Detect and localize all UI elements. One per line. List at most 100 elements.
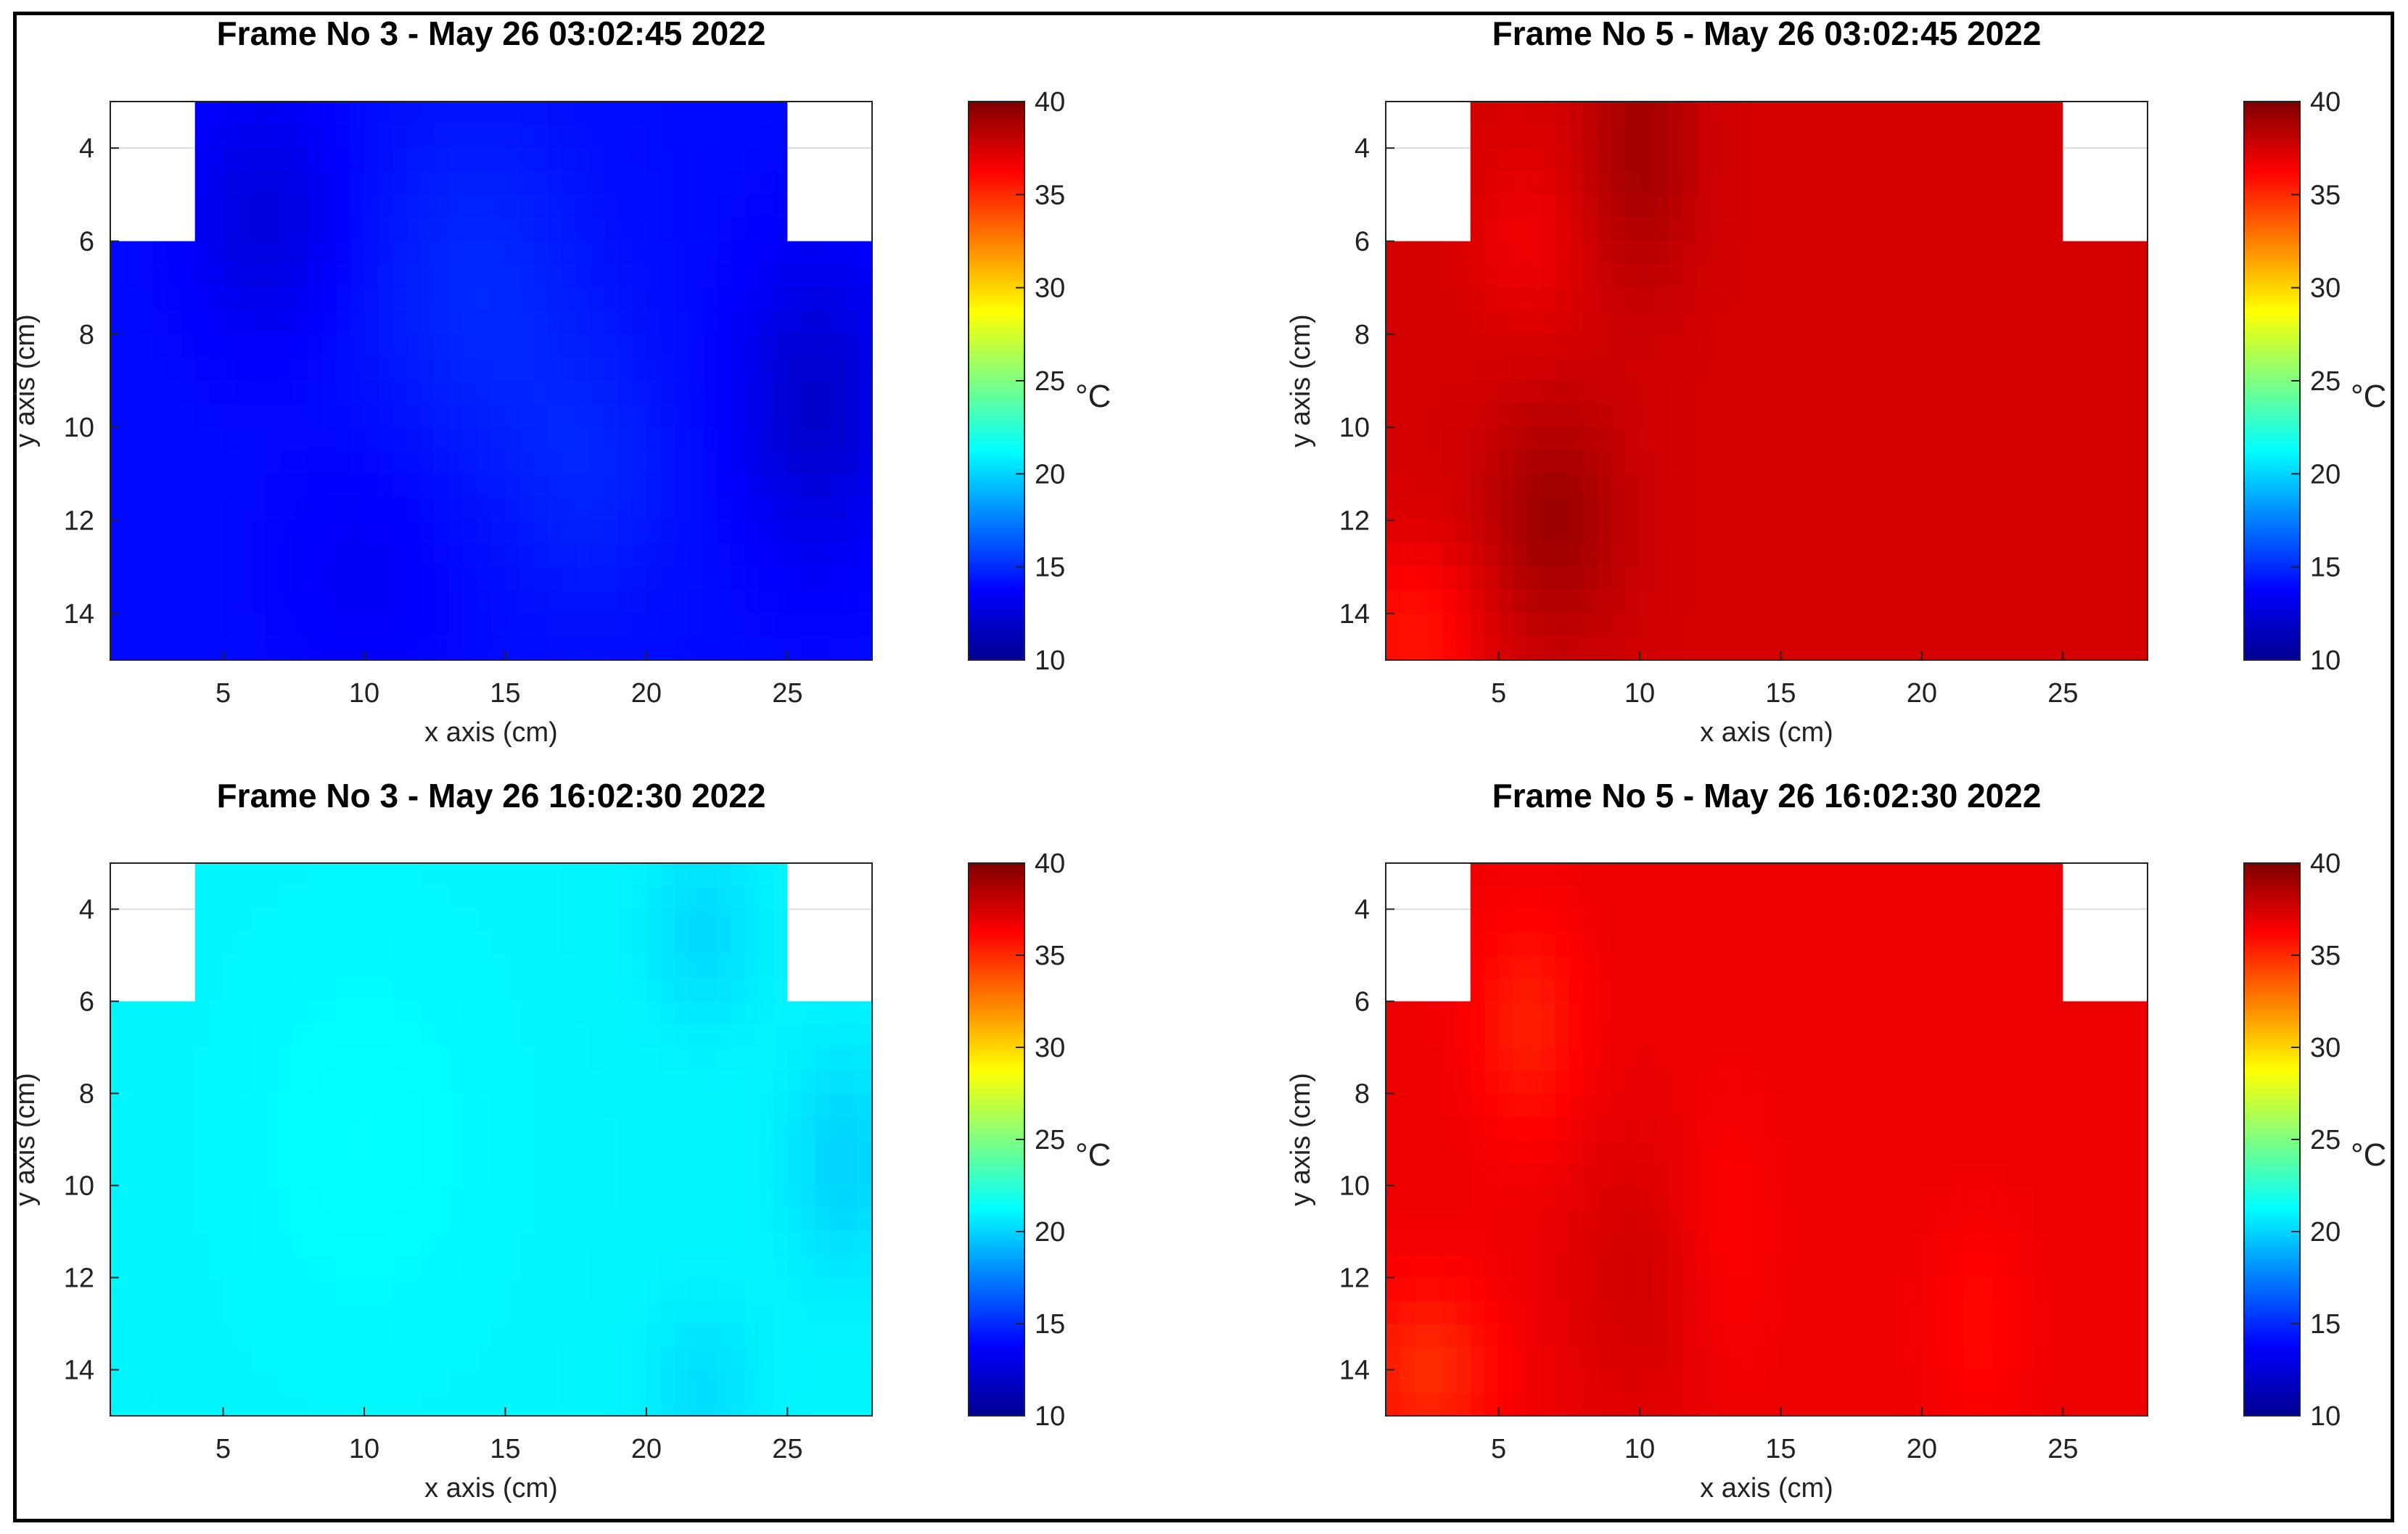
heatmap-cell [562,863,577,887]
heatmap-cell [265,1346,281,1371]
heatmap-cell [519,863,535,887]
heatmap-cell [2034,404,2050,428]
heatmap-cell [674,148,690,173]
heatmap-cell [815,1185,831,1210]
heatmap-cell [448,1047,464,1071]
heatmap-cell [1921,1162,1937,1187]
heatmap-cell [1894,357,1909,382]
heatmap-cell [1964,1047,1979,1071]
heatmap-cell [1879,613,1894,638]
heatmap-cell [2076,613,2092,638]
heatmap-cell [1936,543,1951,568]
heatmap-cell [463,590,478,614]
heatmap-cell [2063,474,2078,498]
heatmap-cell [547,357,563,382]
heatmap-cell [533,590,548,614]
heatmap-cell [251,1277,266,1302]
heatmap-cell [618,381,633,405]
heatmap-cell [533,334,548,358]
heatmap-cell [194,125,210,149]
heatmap-cell [166,1024,182,1048]
heatmap-cell [562,613,577,638]
heatmap-cell [223,520,238,545]
heatmap-cell [223,1277,238,1302]
heatmap-cell [1625,1001,1640,1026]
heatmap-cell [717,886,732,910]
heatmap-cell [618,1185,633,1210]
heatmap-cell [1752,427,1767,452]
heatmap-cell [1992,194,2008,219]
heatmap-cell [1640,474,1655,498]
heatmap-cell [1667,194,1683,219]
heatmap-cell [1611,543,1627,568]
heatmap-cell [547,287,563,312]
heatmap-cell [336,1369,351,1394]
heatmap-cell [1428,241,1443,265]
heatmap-cell [2034,264,2050,289]
heatmap-cell [491,1254,506,1279]
heatmap-cell [1879,1001,1894,1026]
heatmap-cell [336,102,351,125]
heatmap-cell [209,497,224,521]
heatmap-cell [646,218,662,242]
heatmap-cell [2034,334,2050,358]
heatmap-cell [2034,886,2050,910]
heatmap-cell [321,1070,337,1094]
heatmap-cell [364,1001,379,1026]
heatmap-cell [378,1232,393,1255]
heatmap-cell [1540,310,1556,335]
heatmap-cell [392,1070,408,1094]
heatmap-cell [2063,427,2078,452]
heatmap-cell [1879,886,1894,910]
heatmap-cell [1921,404,1937,428]
heatmap-cell [251,613,266,638]
heatmap-cell [1837,1162,1852,1187]
heatmap-cell [787,1001,802,1026]
heatmap-cell [829,1001,845,1026]
heatmap-cell [717,978,732,1002]
heatmap-cell [1386,1139,1401,1163]
heatmap-cell [251,1232,266,1255]
heatmap-cell [1809,590,1824,614]
heatmap-cell [702,171,718,196]
heatmap-cell [745,1232,760,1255]
heatmap-cell [1569,287,1585,312]
heatmap-cell [1653,590,1669,614]
heatmap-cell [181,1324,196,1348]
heatmap-cell [773,1162,789,1187]
heatmap-cell [2034,148,2050,173]
heatmap-cell [689,1369,704,1394]
heatmap-cell [1484,427,1500,452]
heatmap-cell [1682,1254,1697,1279]
heatmap-cell [1794,218,1810,242]
heatmap-cell [1936,978,1951,1002]
heatmap-cell [1540,194,1556,219]
heatmap-cell [1752,310,1767,335]
heatmap-cell [1526,520,1542,545]
heatmap-cell [1921,194,1937,219]
heatmap-cell [378,1001,393,1026]
heatmap-cell [646,520,662,545]
heatmap-cell [1400,1232,1415,1255]
heatmap-cell [1611,863,1627,887]
heatmap-cell [1640,1093,1655,1118]
heatmap-cell [1470,886,1485,910]
heatmap-cell [562,1047,577,1071]
heatmap-cell [1682,381,1697,405]
heatmap-cell [646,450,662,475]
heatmap-cell [1809,194,1824,219]
heatmap-cell [321,148,337,173]
heatmap-cell [2048,520,2064,545]
heatmap-cell [364,1093,379,1118]
heatmap-cell [1611,909,1627,933]
heatmap-cell [1470,543,1485,568]
heatmap-cell [1625,171,1640,196]
heatmap-cell [1865,125,1881,149]
heatmap-cell [1823,520,1838,545]
heatmap-cell [1794,520,1810,545]
heatmap-cell [152,1277,168,1302]
heatmap-cell [392,909,408,933]
heatmap-cell [2021,613,2036,638]
heatmap-cell [1682,148,1697,173]
heatmap-cell [265,241,281,265]
